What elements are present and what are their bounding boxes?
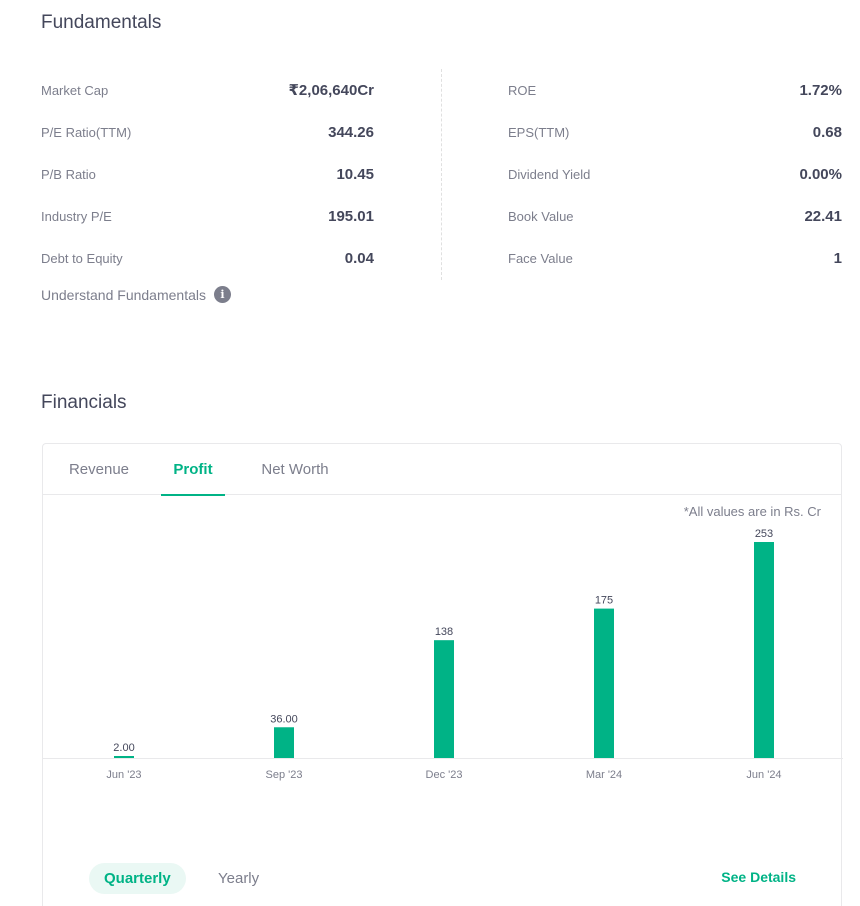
market-cap-label: Market Cap — [41, 82, 109, 98]
financials-card: Revenue Profit Net Worth *All values are… — [42, 443, 843, 906]
fundamentals-title: Fundamentals — [41, 12, 162, 33]
debt-to-equity-label: Debt to Equity — [41, 250, 123, 266]
financials-tabs: Revenue Profit Net Worth — [43, 444, 841, 496]
book-value-label: Book Value — [508, 208, 574, 224]
chart-bar[interactable] — [274, 727, 294, 758]
tab-revenue[interactable]: Revenue — [68, 461, 130, 478]
x-tick-label: Dec '23 — [426, 769, 463, 781]
fundamental-row: P/B Ratio 10.45 — [41, 153, 374, 195]
market-cap-value: ₹2,06,640Cr — [288, 82, 375, 99]
values-note: *All values are in Rs. Cr — [683, 504, 821, 519]
quarterly-toggle[interactable]: Quarterly — [89, 863, 186, 894]
debt-to-equity-value: 0.04 — [344, 249, 374, 267]
tab-net-worth[interactable]: Net Worth — [261, 461, 329, 478]
fundamental-row: Industry P/E 195.01 — [41, 195, 374, 237]
dividend-yield-label: Dividend Yield — [508, 166, 591, 182]
understand-fundamentals-label: Understand Fundamentals — [41, 286, 206, 303]
fundamental-row: Market Cap ₹2,06,640Cr — [41, 69, 374, 111]
chart-bar[interactable] — [754, 542, 774, 758]
face-value-value: 1 — [833, 249, 842, 267]
fundamental-row: Dividend Yield 0.00% — [508, 153, 842, 195]
book-value-value: 22.41 — [804, 207, 842, 225]
bar-value-label: 2.00 — [113, 742, 134, 754]
roe-value: 1.72% — [799, 81, 842, 99]
financials-title: Financials — [41, 392, 127, 413]
info-icon[interactable]: i — [214, 286, 231, 303]
dividend-yield-value: 0.00% — [799, 165, 842, 183]
fundamental-row: EPS(TTM) 0.68 — [508, 111, 842, 153]
face-value-label: Face Value — [508, 250, 573, 266]
chart-bar[interactable] — [594, 608, 614, 758]
eps-label: EPS(TTM) — [508, 124, 570, 140]
fundamental-row: Debt to Equity 0.04 — [41, 237, 374, 279]
profit-bar-chart: 2.00 Jun '23 36.00 Sep '23 138 Dec '23 175 Mar … — [43, 528, 843, 781]
bar-value-label: 175 — [595, 595, 613, 607]
x-tick-label: Sep '23 — [266, 769, 303, 781]
fundamental-row: Face Value 1 — [508, 237, 842, 279]
tab-profit[interactable]: Profit — [161, 444, 225, 496]
pe-ratio-value: 344.26 — [328, 123, 374, 141]
eps-value: 0.68 — [812, 123, 842, 141]
yearly-toggle[interactable]: Yearly — [218, 870, 260, 887]
understand-fundamentals-link[interactable]: Understand Fundamentals i — [41, 286, 231, 303]
pe-ratio-label: P/E Ratio(TTM) — [41, 124, 132, 140]
fundamentals-divider — [441, 69, 442, 280]
fundamentals-right-column: ROE 1.72% EPS(TTM) 0.68 Dividend Yield 0… — [508, 69, 842, 279]
bar-value-label: 253 — [755, 528, 773, 540]
x-tick-label: Mar '24 — [586, 769, 622, 781]
pb-ratio-label: P/B Ratio — [41, 166, 96, 182]
roe-label: ROE — [508, 82, 537, 98]
fundamental-row: ROE 1.72% — [508, 69, 842, 111]
fundamental-row: Book Value 22.41 — [508, 195, 842, 237]
see-details-link[interactable]: See Details — [721, 869, 796, 885]
bar-value-label: 36.00 — [270, 713, 298, 725]
bar-value-label: 138 — [435, 626, 453, 638]
pb-ratio-value: 10.45 — [336, 165, 374, 183]
fundamentals-left-column: Market Cap ₹2,06,640Cr P/E Ratio(TTM) 34… — [41, 69, 374, 279]
chart-bar[interactable] — [114, 756, 134, 758]
fundamental-row: P/E Ratio(TTM) 344.26 — [41, 111, 374, 153]
industry-pe-value: 195.01 — [328, 207, 374, 225]
chart-bar[interactable] — [434, 640, 454, 758]
x-tick-label: Jun '24 — [746, 769, 781, 781]
industry-pe-label: Industry P/E — [41, 208, 112, 224]
x-tick-label: Jun '23 — [106, 769, 141, 781]
